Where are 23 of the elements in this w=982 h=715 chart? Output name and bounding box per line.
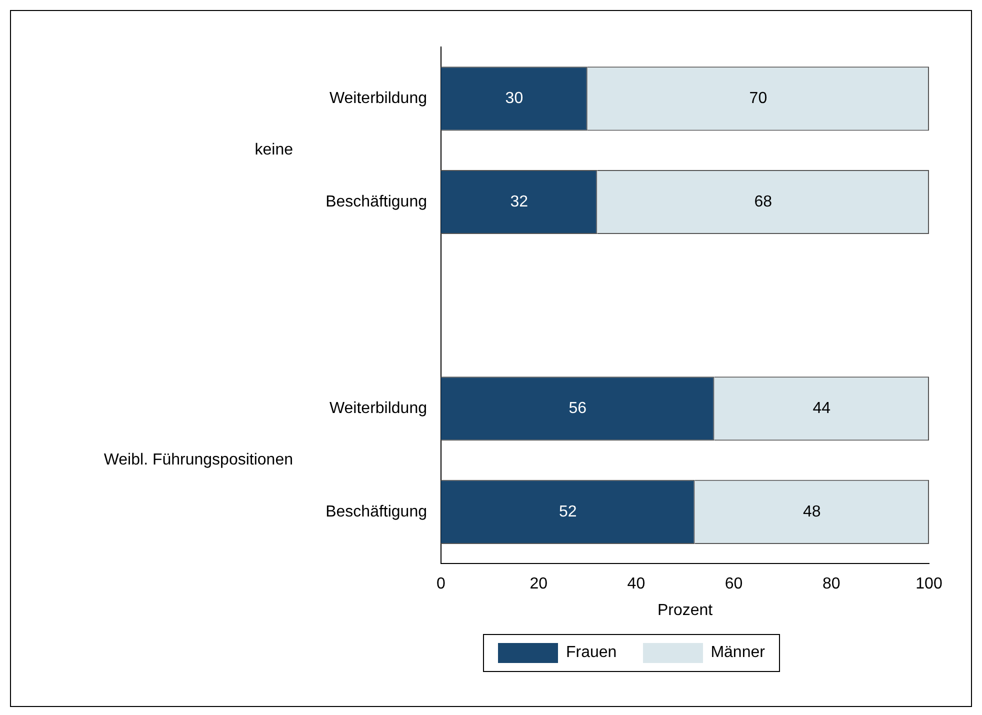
data-label: 68 xyxy=(754,193,772,210)
x-tick-label: 60 xyxy=(724,576,743,593)
legend-label: Männer xyxy=(710,644,765,662)
y-tick-label: Weiterbildung xyxy=(329,90,427,108)
data-label: 30 xyxy=(505,90,524,108)
x-tick-label: 0 xyxy=(436,576,446,593)
y-tick-label: Beschäftigung xyxy=(326,193,427,210)
y-tick-label: Beschäftigung xyxy=(326,503,427,520)
data-label: 48 xyxy=(802,503,821,520)
x-tick-label: 40 xyxy=(627,576,646,593)
x-axis-title: Prozent xyxy=(657,602,714,619)
x-tick-label: 100 xyxy=(916,576,942,593)
data-label: 56 xyxy=(568,400,587,418)
x-tick-label: 80 xyxy=(822,576,840,593)
data-label: 44 xyxy=(812,400,831,418)
x-tick-label: 20 xyxy=(530,576,548,593)
data-label: 32 xyxy=(510,193,528,210)
text: keine xyxy=(254,142,294,159)
text: Weibl. Führungspositionen xyxy=(104,452,293,469)
data-label: 52 xyxy=(558,503,577,520)
legend-label: Frauen xyxy=(566,644,617,662)
data-label: 70 xyxy=(749,90,768,108)
y-tick-label: Weiterbildung xyxy=(329,400,427,418)
